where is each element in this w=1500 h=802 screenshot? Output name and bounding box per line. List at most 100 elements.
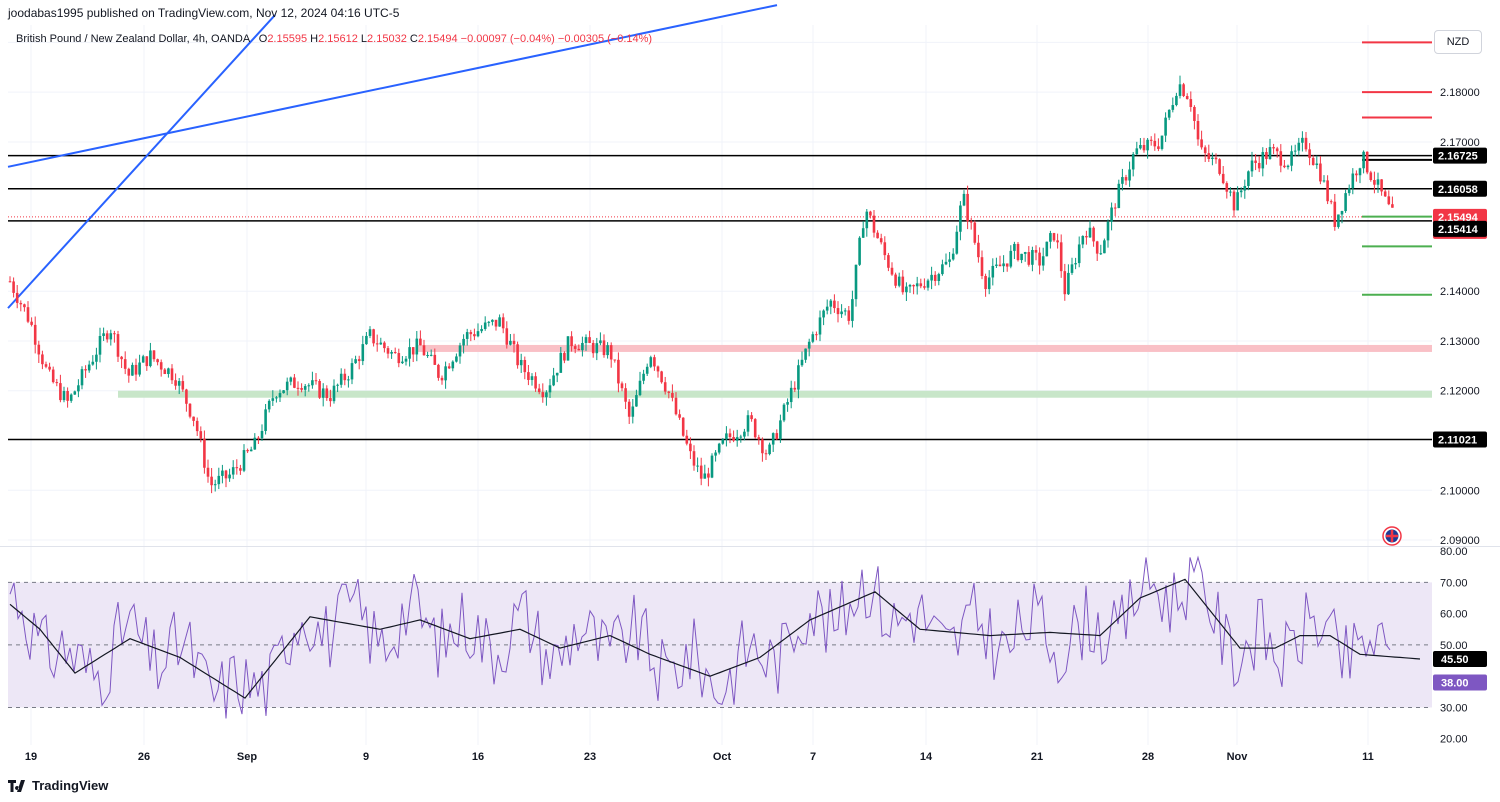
candle-body — [563, 352, 566, 361]
candle-body — [325, 388, 329, 399]
candle-body — [1020, 253, 1023, 261]
candle-body — [991, 265, 995, 278]
candle-body — [1207, 153, 1211, 160]
candle-body — [458, 345, 462, 357]
candle-body — [80, 369, 84, 386]
trendline — [7, 4, 778, 168]
trendline — [7, 14, 276, 309]
symbol-name[interactable]: British Pound / New Zealand Dollar, 4h, … — [16, 33, 250, 45]
time-tick-label: 16 — [472, 751, 484, 763]
candle-body — [897, 276, 901, 286]
candle-body — [1052, 233, 1056, 241]
candle-body — [379, 342, 383, 345]
candle-body — [224, 470, 228, 479]
candle-body — [905, 286, 908, 293]
candle-body — [138, 362, 141, 375]
candle-body — [764, 453, 768, 455]
candle-body — [393, 351, 397, 354]
candle-body — [1121, 177, 1124, 184]
candle-body — [1365, 151, 1369, 173]
candle-body — [552, 375, 555, 386]
candle-body — [1293, 150, 1297, 152]
candle-body — [23, 304, 26, 308]
candle-body — [818, 317, 822, 335]
candle-body — [541, 392, 545, 398]
candle-body — [455, 356, 458, 362]
rsi-value-tag: 38.00 — [1441, 677, 1469, 689]
candle-body — [1232, 191, 1236, 211]
candle-body — [19, 302, 23, 305]
candle-body — [177, 381, 181, 386]
candle-body — [1369, 172, 1373, 181]
candle-body — [491, 319, 494, 322]
candle-body — [213, 484, 217, 486]
candle-body — [1160, 135, 1164, 149]
price-axis[interactable]: 2.190002.180002.170002.140002.130002.120… — [1433, 37, 1487, 746]
candle-body — [746, 415, 750, 432]
candle-body — [1268, 147, 1272, 159]
candle-body — [523, 359, 527, 373]
candle-body — [869, 211, 872, 216]
candle-body — [426, 355, 429, 357]
candle-body — [217, 475, 221, 485]
rsi-ma-tag: 45.50 — [1441, 654, 1469, 666]
price-tick-label: 2.12000 — [1440, 386, 1480, 398]
candle-body — [383, 342, 386, 349]
candle-body — [404, 358, 408, 362]
candle-body — [123, 359, 127, 369]
candle-body — [1171, 105, 1175, 110]
candle-body — [429, 354, 433, 356]
candle-body — [653, 357, 656, 367]
candle-body — [959, 205, 962, 232]
candle-body — [1023, 252, 1027, 254]
candle-body — [656, 366, 660, 372]
candle-body — [1315, 163, 1319, 166]
candle-body — [44, 364, 48, 367]
candle-body — [548, 385, 552, 393]
candle-body — [210, 476, 213, 486]
candle-body — [127, 368, 131, 376]
time-tick-label: 21 — [1031, 751, 1043, 763]
candle-body — [948, 259, 951, 262]
flag-icon-layer — [1382, 526, 1402, 546]
currency-button[interactable]: NZD — [1434, 30, 1482, 54]
brand-name: TradingView — [32, 778, 109, 793]
candle-body — [1059, 242, 1063, 272]
time-tick-label: 26 — [138, 751, 150, 763]
time-tick-label: 7 — [810, 751, 816, 763]
candle-body — [530, 376, 534, 380]
symbol-legend: British Pound / New Zealand Dollar, 4h, … — [16, 33, 652, 45]
candle-body — [1182, 84, 1185, 97]
candle-body — [584, 337, 588, 343]
candle-body — [1218, 159, 1221, 174]
candle-body — [84, 369, 87, 371]
candle-body — [606, 345, 609, 356]
candle-body — [1005, 263, 1009, 267]
candle-body — [444, 366, 447, 381]
time-axis[interactable]: 19 26 Sep 9 16 23 Oct 7 14 21 28 Nov 11 — [25, 751, 1374, 763]
candle-body — [1319, 163, 1322, 182]
candle-body — [865, 211, 869, 229]
candle-body — [1373, 180, 1376, 185]
price-tick-label: 2.09000 — [1440, 535, 1480, 547]
candle-body — [1304, 137, 1308, 150]
candle-body — [527, 372, 530, 380]
candle-body — [635, 395, 638, 407]
candle-body — [134, 364, 138, 375]
candle-body — [944, 261, 948, 265]
candle-body — [775, 433, 779, 440]
tradingview-logo-icon — [8, 779, 25, 792]
tradingview-logo[interactable]: TradingView — [8, 778, 108, 793]
candle-body — [368, 329, 372, 336]
candle-body — [1225, 183, 1229, 192]
candle-body — [1056, 240, 1059, 243]
candle-body — [8, 281, 12, 283]
candle-body — [336, 384, 339, 386]
candle-body — [365, 335, 368, 345]
candle-body — [872, 215, 876, 233]
candle-body — [793, 387, 797, 390]
price-tag-1-bg — [1433, 147, 1487, 164]
candle-body — [332, 385, 336, 402]
price-tag-2: 2.16058 — [1438, 184, 1478, 196]
